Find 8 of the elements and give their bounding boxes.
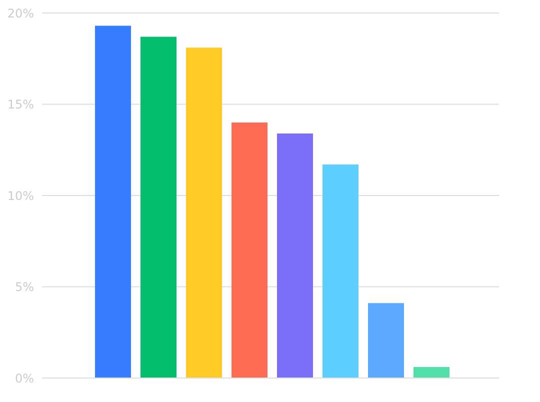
bar (95, 26, 131, 378)
bar (322, 164, 358, 378)
bar (277, 133, 313, 378)
bar (368, 303, 404, 378)
bar (232, 122, 268, 378)
bar (140, 36, 176, 378)
bar (186, 48, 222, 378)
bar (414, 367, 450, 378)
